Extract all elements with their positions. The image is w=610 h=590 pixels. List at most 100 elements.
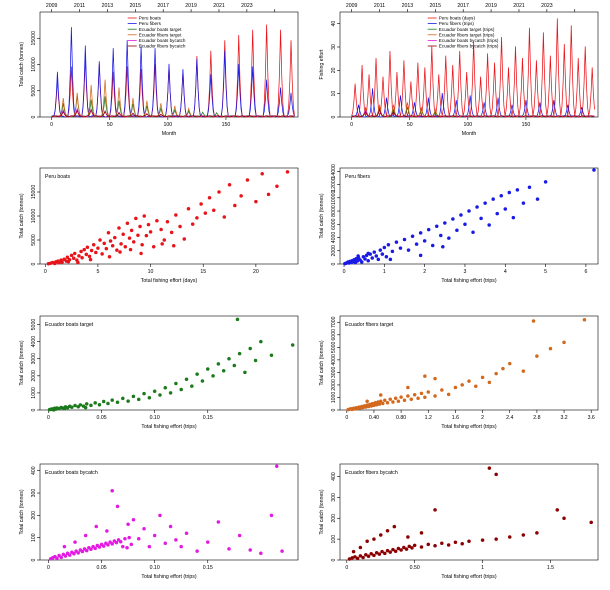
- data-point: [66, 259, 71, 264]
- x-tick-label: 0.15: [203, 415, 213, 421]
- panel-title: Ecuador boats target: [45, 322, 94, 328]
- x-tick-label: 1.6: [452, 415, 459, 421]
- data-point: [104, 246, 109, 251]
- data-point: [555, 508, 560, 512]
- top-tick-label: 2011: [74, 3, 85, 9]
- y-tick-label: 2000: [31, 370, 37, 382]
- data-point: [136, 537, 141, 541]
- x-tick-label: 0: [343, 269, 346, 275]
- data-point: [483, 201, 487, 205]
- data-point: [117, 226, 121, 230]
- data-point: [57, 261, 61, 265]
- data-point: [126, 399, 130, 403]
- data-point: [80, 256, 84, 260]
- data-point: [108, 239, 113, 243]
- data-point: [162, 238, 167, 242]
- data-point: [410, 234, 415, 238]
- data-point: [378, 248, 383, 252]
- top-tick-label: 2023: [541, 3, 553, 9]
- data-point: [562, 516, 566, 521]
- series-line-2: [351, 88, 595, 118]
- x-tick-label: 15: [200, 269, 206, 275]
- x-axis-label: Month: [462, 131, 477, 137]
- data-point: [195, 216, 199, 220]
- data-point: [248, 346, 252, 351]
- data-point: [443, 221, 447, 225]
- data-point: [455, 228, 459, 232]
- data-point: [503, 207, 508, 211]
- data-point: [73, 403, 77, 408]
- data-point: [399, 395, 403, 399]
- data-point: [358, 554, 363, 558]
- data-point: [383, 398, 387, 402]
- data-point: [63, 554, 68, 558]
- data-point: [531, 319, 536, 323]
- data-point: [142, 214, 146, 218]
- data-point: [459, 213, 463, 217]
- data-point: [186, 207, 191, 211]
- y-axis-label: Fishing effort: [319, 49, 325, 79]
- data-point: [402, 545, 406, 550]
- plot-frame: [39, 167, 299, 265]
- data-point: [495, 211, 499, 216]
- data-point: [237, 533, 242, 538]
- data-point: [83, 533, 88, 538]
- data-point: [377, 402, 382, 406]
- top-tick-label: 2017: [457, 3, 469, 9]
- x-tick-label: 50: [107, 122, 113, 128]
- data-point: [372, 403, 376, 408]
- panel-title: Peru boats: [45, 174, 70, 180]
- data-point: [131, 518, 136, 522]
- data-point: [404, 547, 409, 551]
- data-point: [366, 258, 370, 263]
- data-point: [121, 232, 125, 236]
- x-tick-label: 0.80: [396, 415, 406, 421]
- data-point: [407, 544, 411, 549]
- data-point: [406, 385, 410, 390]
- data-point: [374, 402, 379, 407]
- data-point: [592, 168, 596, 172]
- y-tick-label: 200: [331, 514, 337, 523]
- data-point: [140, 243, 144, 247]
- y-tick-label: 0: [31, 558, 37, 561]
- data-point: [136, 233, 140, 237]
- data-point: [364, 553, 368, 557]
- data-point: [89, 248, 94, 253]
- data-point: [412, 392, 417, 397]
- data-point: [388, 397, 392, 401]
- data-point: [78, 403, 83, 407]
- data-point: [414, 242, 419, 246]
- y-axis-label: Total catch (tonnes): [19, 489, 25, 535]
- panel-title: Ecuador boats bycatch: [45, 470, 98, 476]
- data-point: [159, 227, 163, 232]
- data-point: [388, 257, 393, 262]
- x-tick-label: 2: [481, 415, 484, 421]
- data-point: [248, 548, 252, 552]
- data-point: [245, 178, 250, 182]
- data-point: [91, 243, 96, 247]
- data-point: [142, 526, 146, 531]
- data-point: [372, 537, 376, 541]
- data-point: [217, 190, 221, 194]
- data-point: [392, 524, 397, 529]
- data-point: [419, 391, 424, 396]
- y-tick-label: 100: [31, 533, 37, 542]
- y-axis-label: Total catch (tonnes): [319, 489, 325, 535]
- data-point: [435, 224, 439, 229]
- x-tick-label: 0: [345, 565, 348, 571]
- data-point: [433, 376, 437, 381]
- data-point: [412, 543, 417, 548]
- x-tick-label: 50: [407, 122, 413, 128]
- data-point: [221, 368, 226, 373]
- y-tick-label: 100: [331, 535, 337, 544]
- data-point: [378, 393, 383, 397]
- panel-title: Ecuador fibers target: [345, 322, 394, 328]
- data-point: [169, 230, 174, 235]
- data-point: [62, 544, 67, 549]
- data-point: [391, 400, 395, 404]
- data-point: [237, 351, 242, 356]
- data-point: [360, 260, 364, 264]
- x-tick-label: 100: [164, 122, 173, 128]
- data-point: [535, 531, 539, 535]
- x-tick-label: 0: [350, 122, 353, 128]
